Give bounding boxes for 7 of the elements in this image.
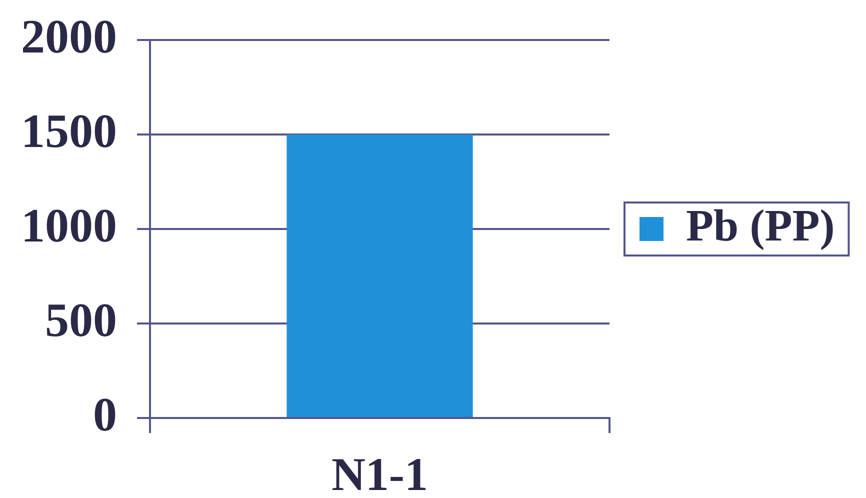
x-tick-label: N1-1 <box>331 448 428 498</box>
y-tick-label: 1000 <box>21 199 117 252</box>
y-tick-label: 1500 <box>21 104 117 158</box>
y-tick-label: 2000 <box>21 10 117 64</box>
y-tick-label: 0 <box>93 388 117 442</box>
legend-label: Pb (PP) <box>686 200 835 251</box>
y-tick-label: 500 <box>45 294 117 347</box>
